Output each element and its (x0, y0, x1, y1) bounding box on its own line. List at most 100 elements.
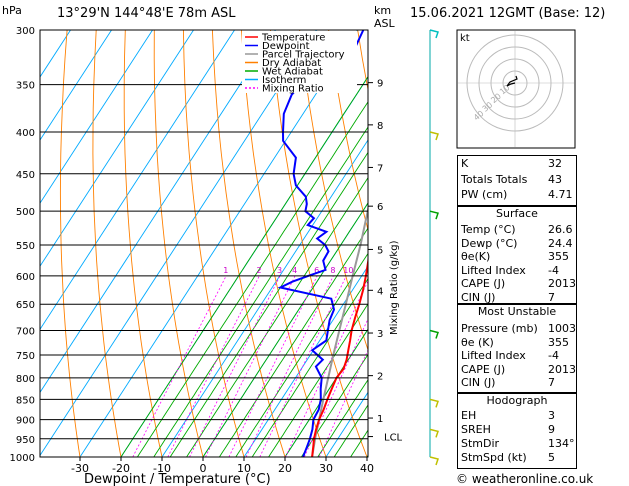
isotherm-line (161, 139, 368, 457)
index-row: K 32 (459, 156, 575, 172)
row-label: CIN (J) (461, 376, 496, 389)
row-label: θe (K) (461, 335, 494, 349)
pressure-tick-label: 650 (16, 300, 35, 311)
pressure-tick-label: 550 (16, 241, 35, 252)
row-value: 355 (548, 250, 569, 263)
row-value: 2013 (548, 277, 576, 290)
surface-row: Dewp (°C) 24.4 (459, 236, 575, 252)
row-value: 5 (548, 451, 555, 464)
wind-barb (429, 131, 439, 141)
wet-adiabat-line (120, 75, 368, 457)
pressure-tick-label: 300 (16, 26, 35, 37)
hodograph-title: Hodograph (486, 394, 548, 407)
row-label: EH (461, 409, 477, 422)
wind-barb (429, 428, 439, 438)
km-tick-label: 8 (377, 121, 383, 132)
row-label: Totals Totals (461, 172, 528, 186)
row-value: 2013 (548, 362, 576, 376)
temperature-line (311, 251, 368, 457)
row-value: 134° (548, 437, 575, 450)
row-value: -4 (548, 263, 559, 277)
dry-adiabat-line (590, 30, 629, 457)
dry-adiabat-line (619, 30, 629, 457)
temp-tick-label: 40 (360, 462, 374, 475)
row-label: θe(K) (461, 250, 491, 263)
lcl-label: LCL (384, 433, 403, 444)
surface-row: Lifted Index -4 (459, 263, 575, 279)
mixing-ratio-line (228, 275, 318, 457)
right-title: 15.06.2021 12GMT (Base: 12) (410, 6, 606, 21)
row-value: 26.6 (548, 223, 573, 236)
row-label: Pressure (mb) (461, 322, 538, 335)
surface-row: CAPE (J) 2013 (459, 276, 576, 292)
most-unstable-table (457, 304, 577, 393)
wind-barb (429, 456, 439, 466)
pressure-tick-label: 350 (16, 81, 35, 92)
hodograph-table (457, 393, 577, 469)
pressure-tick-label: 1000 (10, 453, 35, 464)
pressure-tick-label: 800 (16, 374, 35, 385)
isotherm-line (40, 30, 153, 204)
row-value: 1003 (548, 322, 576, 335)
mixing-ratio-label: 4 (292, 266, 297, 275)
row-value: 9 (548, 423, 555, 436)
km-tick-label: 5 (377, 245, 383, 256)
dry-adiabat-line (92, 30, 122, 457)
legend-box (242, 31, 357, 93)
temp-tick-label: -10 (153, 462, 171, 475)
km-tick-label: 1 (377, 414, 383, 425)
legend-entry: Temperature (261, 33, 325, 44)
row-label: CIN (J) (461, 290, 496, 304)
mixing-ratio-label: 10 (343, 266, 353, 275)
indices-table (457, 155, 577, 206)
legend-entry: Parcel Trajectory (262, 50, 345, 61)
km-tick-label: 2 (377, 372, 383, 383)
row-value: 7 (548, 290, 555, 304)
row-label: CAPE (J) (461, 277, 506, 290)
most-unstable-row: Pressure (mb) 1003 (459, 321, 576, 337)
most-unstable-row: Lifted Index -4 (459, 348, 575, 364)
mixing-ratio-label: 8 (330, 266, 335, 275)
hpa-label: hPa (2, 4, 22, 17)
row-value: 32 (548, 157, 562, 170)
surface-table (457, 206, 577, 304)
wet-adiabat-line (301, 353, 368, 457)
hodograph-kt-label: kt (460, 33, 470, 44)
pressure-tick-label: 500 (16, 207, 35, 218)
x-axis-label: Dewpoint / Temperature (°C) (84, 472, 271, 486)
km-tick-label: 7 (377, 163, 383, 174)
most-unstable-row: θe (K) 355 (459, 335, 575, 351)
km-tick-label: 6 (377, 202, 383, 213)
surface-title: Surface (496, 207, 538, 220)
isotherm-line (40, 30, 112, 141)
pressure-tick-label: 750 (16, 351, 35, 362)
pressure-tick-label: 900 (16, 416, 35, 427)
row-label: Lifted Index (461, 349, 526, 362)
temp-tick-label: -30 (71, 462, 89, 475)
row-value: 3 (548, 409, 555, 422)
hodograph-row: StmSpd (kt) 5 (459, 450, 575, 466)
km-label: km (374, 4, 392, 17)
surface-row: Temp (°C) 26.6 (459, 222, 575, 238)
wind-barb (429, 29, 439, 39)
plot-frame (39, 29, 369, 458)
wet-adiabat-line (202, 202, 368, 457)
mixing-ratio-label: 6 (314, 266, 319, 275)
dewpoint-line (277, 30, 365, 457)
hodograph-row: StmDir 134° (459, 436, 575, 452)
temp-tick-label: 20 (278, 462, 292, 475)
row-value: 4.71 (548, 188, 573, 201)
row-value: 43 (548, 172, 562, 186)
row-value: 7 (548, 376, 555, 389)
copyright-footer: © weatheronline.co.uk (456, 472, 594, 486)
wet-adiabat-line (284, 328, 368, 457)
hodograph-trace (506, 75, 518, 87)
temp-tick-label: -20 (112, 462, 130, 475)
hodograph-frame (456, 29, 576, 149)
row-label: Dewp (°C) (461, 236, 518, 250)
legend-entry: Dewpoint (262, 41, 310, 52)
mixing-ratio-label: 1 (223, 266, 228, 275)
temp-tick-label: 10 (237, 462, 251, 475)
